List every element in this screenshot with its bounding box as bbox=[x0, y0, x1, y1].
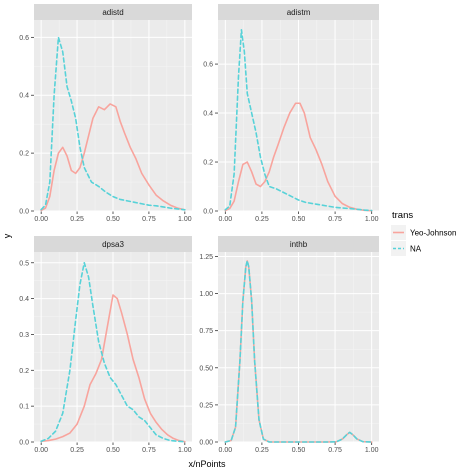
panel-strip-dpsa3 bbox=[34, 236, 192, 252]
x-tick-label: 0.75 bbox=[142, 447, 156, 454]
y-tick-label: 0.4 bbox=[19, 93, 29, 100]
x-tick-label: 0.75 bbox=[328, 447, 342, 454]
x-tick-label: 0.25 bbox=[70, 447, 84, 454]
x-tick-label: 0.00 bbox=[34, 447, 48, 454]
y-tick-label: 0.6 bbox=[203, 62, 213, 69]
x-tick-label: 0.50 bbox=[292, 216, 306, 223]
y-tick-label: 0.1 bbox=[19, 404, 29, 411]
panel-strip-adistd bbox=[34, 4, 192, 20]
y-tick-label: 0.50 bbox=[199, 365, 213, 372]
panel-dpsa3: dpsa3 0.00 0.25 0.50 0.75 1.00 0.0 0.1 0.2 0.3 0.4… bbox=[19, 236, 192, 454]
y-tick-label: 0.0 bbox=[19, 209, 29, 216]
x-tick-label: 1.00 bbox=[178, 447, 192, 454]
x-tick-label: 0.00 bbox=[34, 216, 48, 223]
y-axis-title: y bbox=[2, 233, 12, 238]
panel-strip-inthb bbox=[218, 236, 379, 252]
y-tick-label: 0.3 bbox=[19, 332, 29, 339]
y-tick-label: 0.0 bbox=[19, 440, 29, 447]
x-tick-label: 0.50 bbox=[106, 447, 120, 454]
x-tick-label: 0.50 bbox=[106, 216, 120, 223]
series-line-na-adistm bbox=[224, 28, 373, 212]
x-tick-label: 0.00 bbox=[219, 447, 233, 454]
panel-strip-adistm bbox=[218, 4, 379, 20]
y-tick-label: 1.00 bbox=[199, 291, 213, 298]
panel-adistm: adistm 0.00 0.25 0.50 0.75 1.00 0.0 0.2 0.4 0.6 bbox=[203, 4, 379, 223]
legend: trans Yeo-Johnson NA bbox=[391, 210, 456, 256]
panel-adistd: adistd 0.00 0.25 0.50 0.75 1.00 0.0 0.2 0.4 0.6 bbox=[19, 4, 192, 223]
legend-title: trans bbox=[392, 210, 413, 221]
y-tick-label: 0.75 bbox=[199, 328, 213, 335]
x-tick-label: 0.25 bbox=[70, 216, 84, 223]
y-tick-label: 0.4 bbox=[203, 111, 213, 118]
y-tick-label: 0.4 bbox=[19, 296, 29, 303]
legend-label-na: NA bbox=[410, 245, 422, 254]
x-tick-label: 1.00 bbox=[365, 216, 379, 223]
series-line-yeo-johnson-adistm bbox=[224, 102, 373, 212]
x-tick-label: 0.75 bbox=[328, 216, 342, 223]
panel-title-adistm: adistm bbox=[287, 8, 311, 17]
series-line-yeo-johnson-adistd bbox=[40, 103, 186, 212]
y-tick-label: 0.2 bbox=[19, 368, 29, 375]
y-tick-label: 0.00 bbox=[199, 440, 213, 447]
x-tick-label: 0.50 bbox=[292, 447, 306, 454]
panel-title-adistd: adistd bbox=[102, 8, 123, 17]
y-tick-label: 0.2 bbox=[203, 160, 213, 167]
series-line-na-dpsa3 bbox=[40, 261, 186, 443]
x-tick-label: 1.00 bbox=[365, 447, 379, 454]
panel-inthb: inthb 0.00 0.25 0.50 0.75 1.00 0.00 0.25 0.50 0.7… bbox=[199, 236, 379, 454]
series-line-yeo-johnson-dpsa3 bbox=[40, 294, 186, 443]
x-tick-label: 0.00 bbox=[219, 216, 233, 223]
series-line-na-adistd bbox=[40, 36, 186, 211]
y-tick-label: 0.2 bbox=[19, 151, 29, 158]
x-tick-label: 1.00 bbox=[178, 216, 192, 223]
panel-title-dpsa3: dpsa3 bbox=[102, 240, 124, 249]
y-tick-label: 0.25 bbox=[199, 402, 213, 409]
y-tick-label: 0.5 bbox=[19, 260, 29, 267]
series-line-na-inthb bbox=[224, 260, 373, 443]
panel-title-inthb: inthb bbox=[290, 240, 308, 249]
x-tick-label: 0.25 bbox=[255, 216, 269, 223]
legend-label-yeo-johnson: Yeo-Johnson bbox=[410, 229, 456, 238]
x-tick-label: 0.25 bbox=[255, 447, 269, 454]
x-tick-label: 0.75 bbox=[142, 216, 156, 223]
y-tick-label: 1.25 bbox=[199, 254, 213, 261]
y-tick-label: 0.6 bbox=[19, 35, 29, 42]
y-tick-label: 0.0 bbox=[203, 209, 213, 216]
x-axis-title: x/nPoints bbox=[188, 459, 226, 469]
